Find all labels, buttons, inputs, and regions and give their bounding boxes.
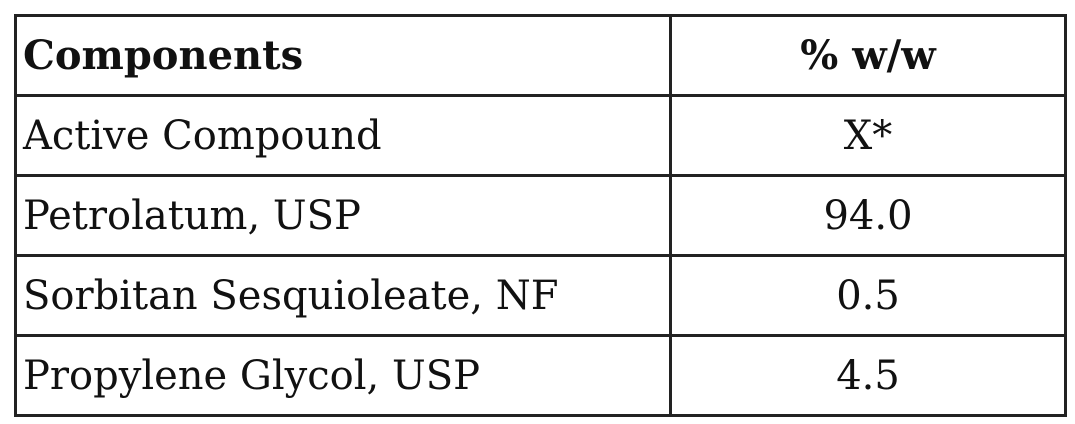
table-row: Sorbitan Sesquioleate, NF0.5 (16, 256, 1066, 336)
component-cell: Sorbitan Sesquioleate, NF (16, 256, 671, 336)
table-row: Active CompoundX* (16, 96, 1066, 176)
percent-cell: 0.5 (671, 256, 1066, 336)
component-cell: Active Compound (16, 96, 671, 176)
header-row: Components % w/w (16, 16, 1066, 96)
percent-cell: X* (671, 96, 1066, 176)
component-cell: Petrolatum, USP (16, 176, 671, 256)
header-components: Components (16, 16, 671, 96)
table-row: Propylene Glycol, USP4.5 (16, 336, 1066, 416)
header-percent: % w/w (671, 16, 1066, 96)
percent-cell: 94.0 (671, 176, 1066, 256)
composition-table: Components % w/w Active CompoundX* Petro… (14, 14, 1067, 417)
percent-cell: 4.5 (671, 336, 1066, 416)
component-cell: Propylene Glycol, USP (16, 336, 671, 416)
table-row: Petrolatum, USP94.0 (16, 176, 1066, 256)
